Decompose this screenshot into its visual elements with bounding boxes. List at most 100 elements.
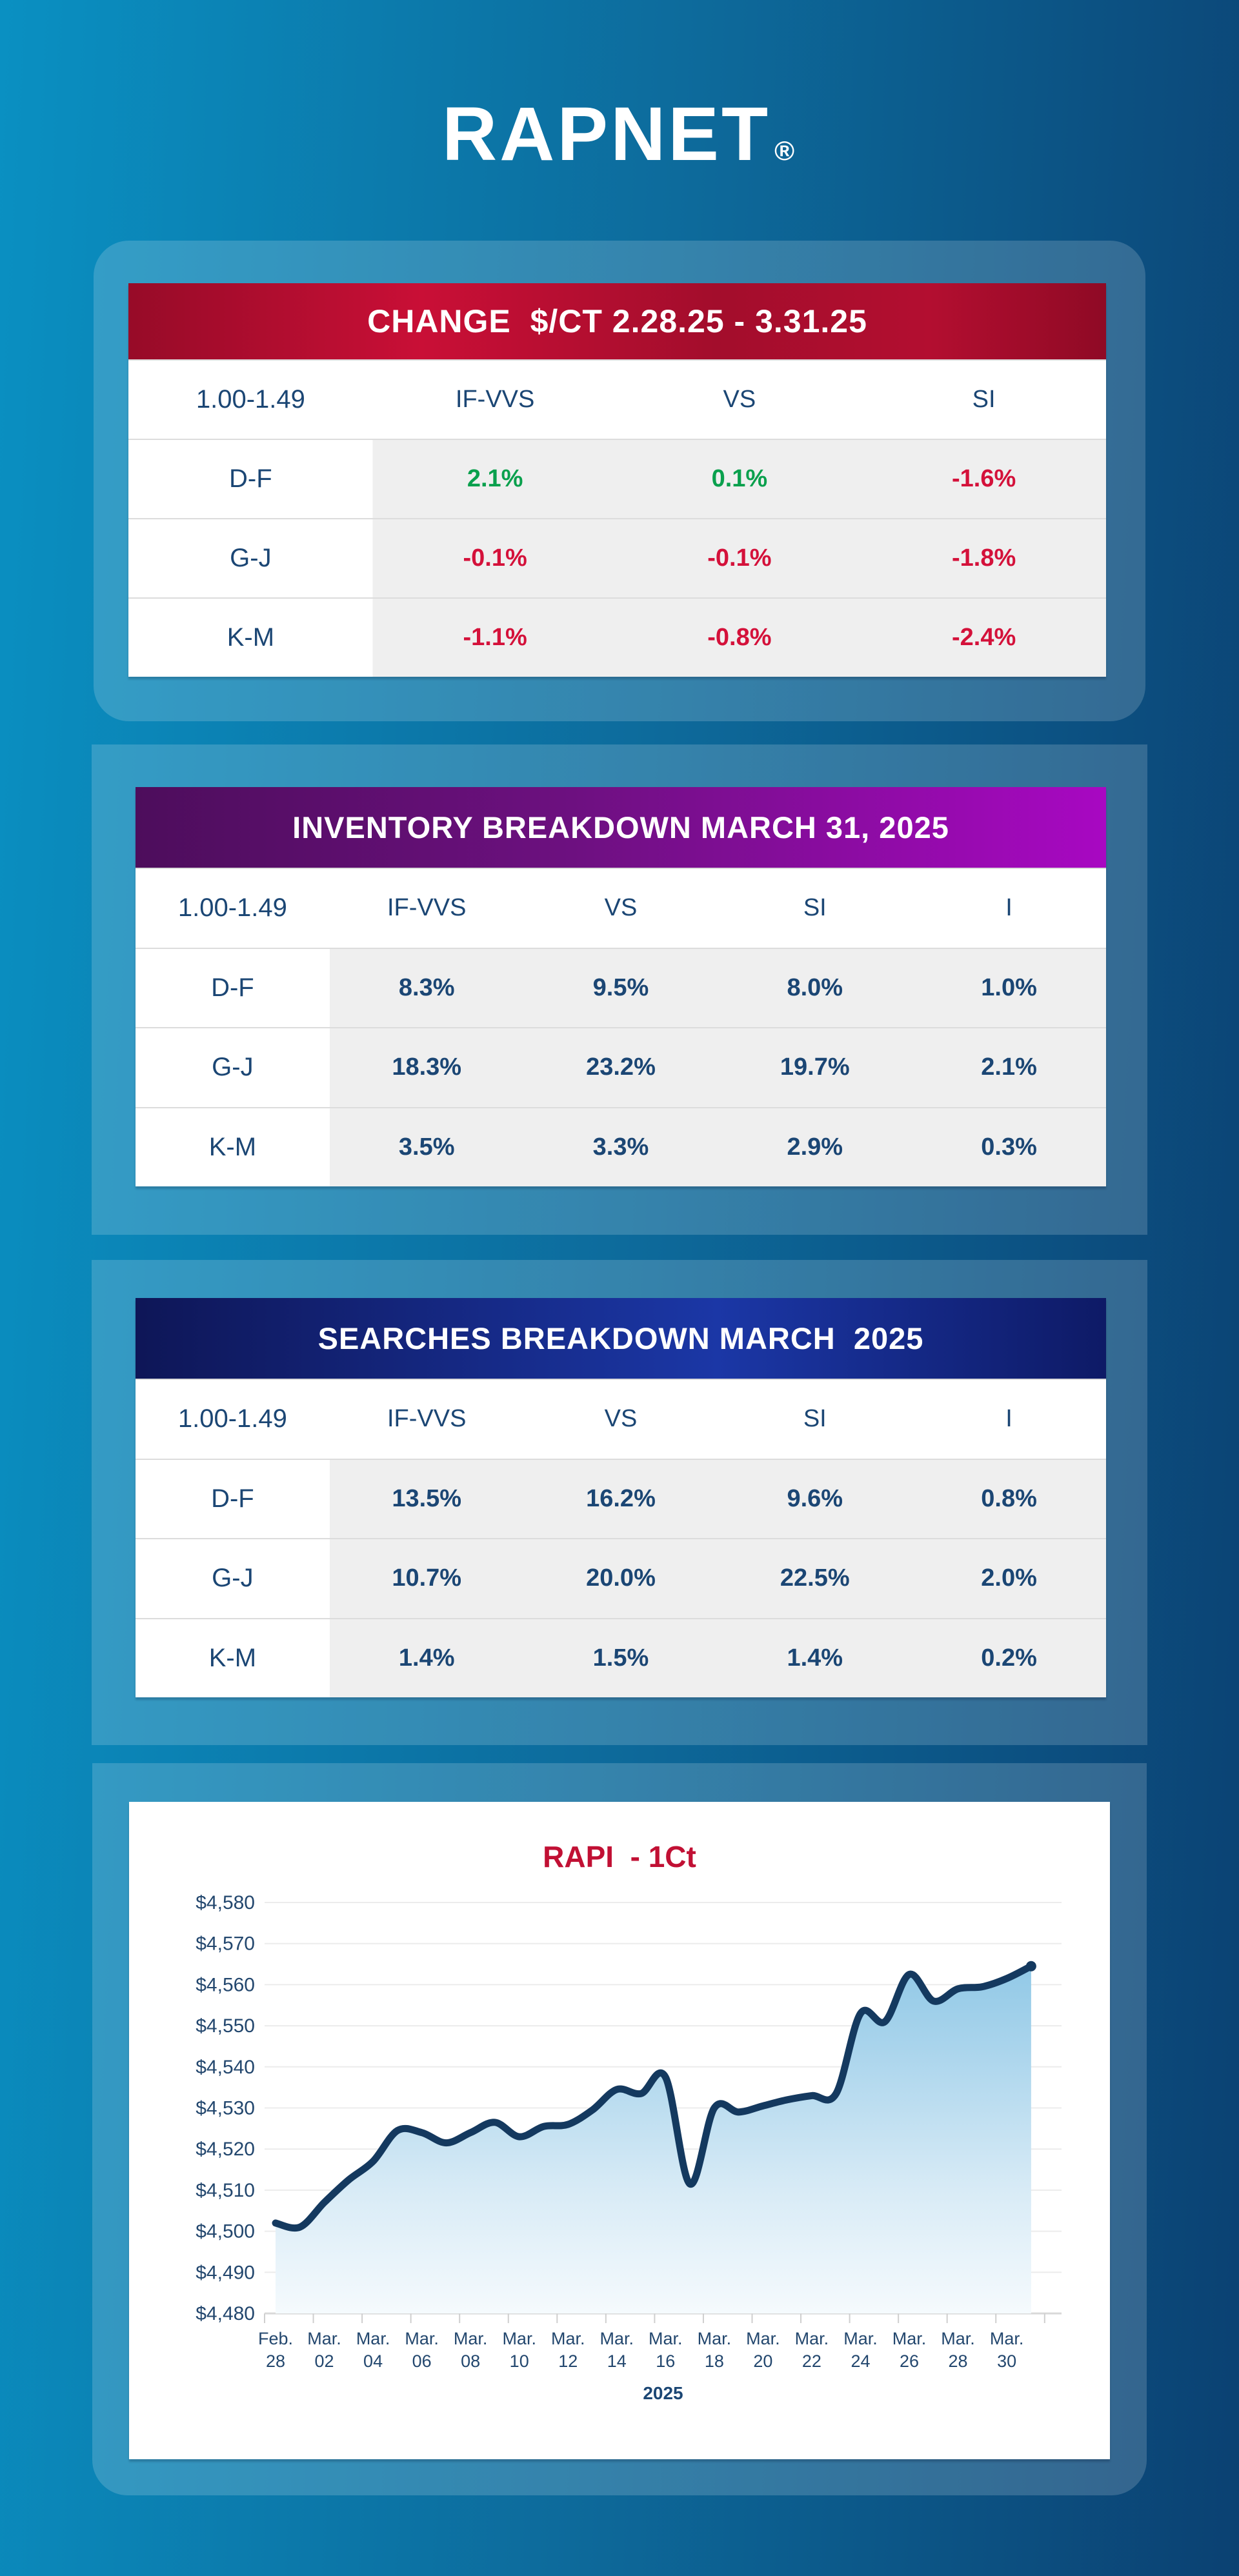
svg-text:Mar.: Mar.	[551, 2329, 585, 2348]
change-table: CHANGE $/CT 2.28.25 - 3.31.25 1.00-1.49 …	[128, 283, 1106, 677]
svg-text:Mar.: Mar.	[843, 2329, 878, 2348]
svg-text:30: 30	[997, 2351, 1016, 2371]
column-header-si: SI	[972, 386, 996, 413]
cell-value: 0.3%	[981, 1133, 1037, 1161]
inventory-table: INVENTORY BREAKDOWN MARCH 31, 2025 1.00-…	[136, 787, 1106, 1186]
svg-text:04: 04	[363, 2351, 383, 2371]
svg-text:2025: 2025	[643, 2383, 683, 2403]
rapi-chart-card: RAPI - 1Ct $4,580 $4,570 $4,560 $4,550 $4,54…	[129, 1802, 1110, 2459]
cell-value: 9.5%	[592, 973, 649, 1001]
row-label: K-M	[208, 1132, 257, 1161]
cell-value: 13.5%	[392, 1484, 462, 1512]
cell-value: 1.4%	[398, 1644, 455, 1672]
cell-value: 20.0%	[586, 1564, 656, 1592]
svg-text:$4,500: $4,500	[196, 2221, 255, 2242]
row-label: K-M	[208, 1643, 257, 1672]
column-header-si: SI	[803, 1405, 827, 1433]
registered-trademark-icon: ®	[774, 135, 798, 166]
column-header-vs: VS	[723, 386, 756, 413]
svg-text:26: 26	[900, 2351, 919, 2371]
svg-text:08: 08	[461, 2351, 480, 2371]
row-label: G-J	[212, 1053, 254, 1082]
cell-value: 8.0%	[787, 973, 843, 1001]
cell-value: -1.1%	[463, 624, 527, 651]
svg-text:Mar.: Mar.	[892, 2329, 927, 2348]
svg-text:Mar.: Mar.	[454, 2329, 488, 2348]
table-row: G-J -0.1% -0.1% -1.8%	[128, 518, 1106, 597]
cell-value: 1.4%	[787, 1644, 843, 1672]
svg-text:$4,570: $4,570	[196, 1933, 255, 1955]
cell-value: 23.2%	[586, 1053, 656, 1081]
row-label: D-F	[229, 464, 272, 493]
svg-text:Mar.: Mar.	[356, 2329, 390, 2348]
svg-text:28: 28	[949, 2351, 968, 2371]
cell-value: 19.7%	[780, 1053, 850, 1081]
cell-value: 2.0%	[981, 1564, 1037, 1592]
chart-title: RAPI - 1Ct	[543, 1840, 696, 1873]
change-table-column-header-row: 1.00-1.49 IF-VVS VS SI	[128, 359, 1106, 439]
column-header-i: I	[1005, 894, 1012, 922]
svg-text:24: 24	[851, 2351, 870, 2371]
cell-value: 3.5%	[398, 1133, 455, 1161]
svg-text:$4,530: $4,530	[196, 2098, 255, 2119]
svg-text:Mar.: Mar.	[502, 2329, 536, 2348]
column-header-if-vvs: IF-VVS	[455, 386, 535, 413]
svg-text:$4,520: $4,520	[196, 2139, 255, 2160]
cell-value: 18.3%	[392, 1053, 462, 1081]
cell-value: 0.1%	[711, 465, 768, 492]
cell-value: 9.6%	[787, 1484, 843, 1512]
cell-value: 10.7%	[392, 1564, 462, 1592]
cell-value: 2.1%	[981, 1053, 1037, 1081]
table-row: K-M 1.4% 1.5% 1.4% 0.2%	[136, 1617, 1106, 1697]
cell-value: -0.1%	[707, 544, 772, 572]
searches-table-title-bar: SEARCHES BREAKDOWN MARCH 2025	[136, 1298, 1106, 1379]
svg-text:Mar.: Mar.	[746, 2329, 780, 2348]
table-row: D-F 13.5% 16.2% 9.6% 0.8%	[136, 1458, 1106, 1538]
change-table-title: CHANGE $/CT 2.28.25 - 3.31.25	[367, 303, 867, 339]
svg-text:$4,480: $4,480	[196, 2303, 255, 2324]
svg-text:10: 10	[510, 2351, 529, 2371]
table-row: G-J 18.3% 23.2% 19.7% 2.1%	[136, 1027, 1106, 1107]
svg-text:Mar.: Mar.	[990, 2329, 1024, 2348]
searches-table-column-header-row: 1.00-1.49 IF-VVS VS SI I	[136, 1379, 1106, 1459]
svg-text:Mar.: Mar.	[795, 2329, 829, 2348]
column-header-i: I	[1005, 1405, 1012, 1433]
row-label: G-J	[212, 1564, 254, 1593]
row-label: D-F	[211, 973, 254, 1002]
svg-text:Mar.: Mar.	[941, 2329, 975, 2348]
column-header-si: SI	[803, 894, 827, 922]
cell-value: -2.4%	[951, 624, 1016, 651]
svg-text:$4,560: $4,560	[196, 1974, 255, 1995]
svg-text:Mar.: Mar.	[698, 2329, 732, 2348]
inventory-table-title-bar: INVENTORY BREAKDOWN MARCH 31, 2025	[136, 787, 1106, 868]
svg-text:$4,490: $4,490	[196, 2262, 255, 2283]
svg-text:Feb.: Feb.	[258, 2329, 293, 2348]
table-row: D-F 2.1% 0.1% -1.6%	[128, 439, 1106, 518]
row-label: G-J	[230, 544, 272, 572]
svg-text:20: 20	[753, 2351, 772, 2371]
svg-text:28: 28	[266, 2351, 285, 2371]
table-row: K-M 3.5% 3.3% 2.9% 0.3%	[136, 1106, 1106, 1186]
cell-value: -0.1%	[463, 544, 527, 572]
column-header-vs: VS	[604, 894, 638, 922]
size-range-label: 1.00-1.49	[196, 385, 305, 414]
svg-text:18: 18	[705, 2351, 724, 2371]
svg-text:$4,580: $4,580	[196, 1892, 255, 1913]
row-label: K-M	[227, 623, 275, 652]
svg-text:Mar.: Mar.	[307, 2329, 341, 2348]
svg-text:Mar.: Mar.	[600, 2329, 634, 2348]
svg-text:$4,510: $4,510	[196, 2180, 255, 2201]
cell-value: 3.3%	[592, 1133, 649, 1161]
row-label: D-F	[211, 1484, 254, 1513]
cell-value: 1.5%	[592, 1644, 649, 1672]
column-header-if-vvs: IF-VVS	[387, 894, 467, 922]
svg-text:14: 14	[607, 2351, 627, 2371]
cell-value: 16.2%	[586, 1484, 656, 1512]
svg-text:Mar.: Mar.	[649, 2329, 683, 2348]
size-range-label: 1.00-1.49	[177, 1404, 287, 1433]
rapi-line-chart: $4,580 $4,570 $4,560 $4,550 $4,540 $4,530 $4,5…	[196, 1892, 1062, 2403]
table-row: D-F 8.3% 9.5% 8.0% 1.0%	[136, 947, 1106, 1027]
rapnet-logo: RAPNET ®	[0, 89, 1239, 181]
svg-text:$4,550: $4,550	[196, 2015, 255, 2037]
searches-table: SEARCHES BREAKDOWN MARCH 2025 1.00-1.49 …	[136, 1298, 1106, 1697]
